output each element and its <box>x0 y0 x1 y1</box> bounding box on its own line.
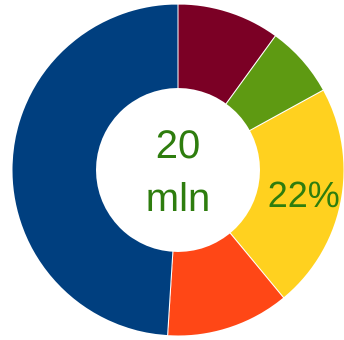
donut-hole <box>96 88 260 252</box>
slice-label-22-percent: 22% <box>268 174 340 215</box>
donut-slice-3 <box>177 89 344 299</box>
donut-slice-5 <box>11 3 179 337</box>
center-label-line-2: mln <box>146 176 210 220</box>
center-label-line-1: 20 <box>156 123 201 167</box>
